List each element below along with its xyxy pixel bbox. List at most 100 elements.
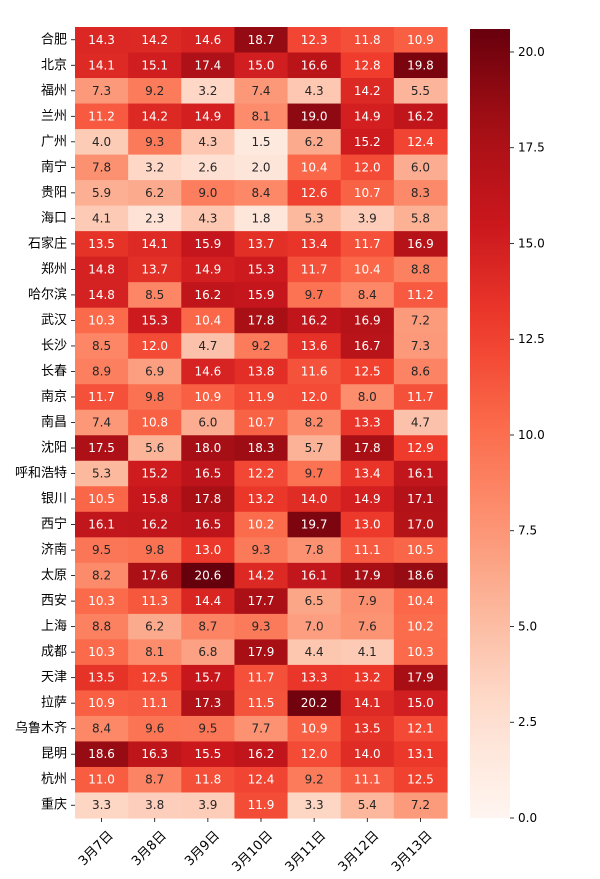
- heatmap-cell: [234, 384, 289, 411]
- cell-value-label: 4.3: [305, 84, 324, 98]
- heatmap-cell: [181, 435, 236, 462]
- cell-value-label: 7.6: [358, 620, 377, 634]
- cell-value-label: 17.4: [195, 58, 222, 72]
- heatmap-cell: [128, 384, 182, 411]
- heatmap-cell: [181, 639, 236, 666]
- cell-value-label: 14.8: [88, 262, 115, 276]
- cell-value-label: 13.2: [248, 492, 275, 506]
- cell-value-label: 10.7: [248, 416, 275, 430]
- cell-value-label: 10.4: [301, 160, 328, 174]
- row-label: 海口: [41, 211, 67, 226]
- colorbar-tick-label: 7.5: [518, 524, 537, 538]
- colorbar-tick-label: 2.5: [518, 715, 537, 729]
- heatmap-cell: [287, 486, 342, 513]
- cell-value-label: 6.2: [305, 135, 324, 149]
- heatmap-cell: [393, 231, 448, 258]
- heatmap-cell: [340, 613, 395, 640]
- heatmap-cell: [234, 562, 289, 589]
- heatmap-cell: [181, 792, 236, 819]
- cell-value-label: 9.2: [305, 773, 324, 787]
- cell-value-label: 16.7: [354, 339, 381, 353]
- cell-value-label: 5.3: [92, 467, 111, 481]
- heatmap-cell: [181, 766, 236, 794]
- column-label: 3月9日: [182, 828, 223, 869]
- heatmap-cell: [287, 792, 342, 819]
- heatmap-cell: [181, 180, 236, 207]
- cell-value-label: 14.1: [88, 58, 115, 72]
- heatmap-cell: [393, 435, 448, 462]
- cell-value-label: 11.6: [301, 364, 328, 378]
- heatmap-cell: [393, 766, 448, 794]
- heatmap-cell: [75, 180, 129, 207]
- cell-value-label: 12.8: [354, 58, 381, 72]
- heatmap-cell: [393, 639, 448, 666]
- heatmap-cell: [287, 537, 342, 564]
- heatmap-cell: [75, 307, 129, 334]
- heatmap-cell: [75, 460, 129, 487]
- heatmap-cell: [181, 154, 236, 181]
- heatmap-cell: [340, 766, 395, 794]
- cell-value-label: 8.4: [358, 288, 377, 302]
- heatmap-cell: [393, 460, 448, 487]
- heatmap-cell: [128, 460, 182, 487]
- cell-value-label: 12.5: [354, 364, 381, 378]
- cell-value-label: 17.1: [407, 492, 434, 506]
- heatmap-cell: [287, 741, 342, 768]
- cell-value-label: 12.2: [248, 467, 275, 481]
- heatmap-cell: [393, 129, 448, 156]
- cell-value-label: 5.6: [145, 441, 164, 455]
- row-label: 上海: [41, 619, 67, 634]
- heatmap-cell: [128, 562, 182, 589]
- heatmap-cell: [128, 52, 182, 79]
- cell-value-label: 19.8: [407, 58, 434, 72]
- heatmap-cell: [181, 27, 236, 54]
- heatmap-cell: [287, 384, 342, 411]
- cell-value-label: 11.1: [141, 696, 168, 710]
- heatmap-cell: [234, 486, 289, 513]
- heatmap-cell: [393, 715, 448, 743]
- heatmap-cell: [234, 52, 289, 79]
- cell-value-label: 17.9: [407, 671, 434, 685]
- heatmap-cell: [393, 486, 448, 513]
- cell-value-label: 18.6: [88, 747, 115, 761]
- heatmap-cell: [340, 205, 395, 232]
- heatmap-cell: [287, 766, 342, 794]
- colorbar-gradient: [470, 29, 510, 818]
- cell-value-label: 12.6: [301, 186, 328, 200]
- cell-value-label: 1.8: [251, 211, 270, 225]
- cell-value-label: 11.7: [88, 390, 115, 404]
- heatmap-cell: [393, 154, 448, 181]
- heatmap-cell: [287, 333, 342, 360]
- heatmap-cell: [287, 664, 342, 692]
- heatmap-cell: [340, 103, 395, 130]
- row-label: 呼和浩特: [15, 466, 67, 481]
- cell-value-label: 5.9: [92, 186, 111, 200]
- heatmap-cell: [181, 231, 236, 258]
- heatmap-cell: [287, 52, 342, 79]
- cell-value-label: 3.3: [92, 798, 111, 812]
- cell-value-label: 14.2: [354, 84, 381, 98]
- heatmap-cell: [287, 282, 342, 309]
- heatmap-cell: [340, 792, 395, 819]
- heatmap-cell: [75, 52, 129, 79]
- row-label: 郑州: [41, 262, 67, 277]
- heatmap-cell: [234, 205, 289, 232]
- cell-value-label: 8.9: [92, 364, 111, 378]
- heatmap-cell: [128, 741, 182, 768]
- cell-value-label: 12.0: [301, 390, 328, 404]
- row-label: 西宁: [41, 516, 67, 532]
- cell-value-label: 13.3: [301, 671, 328, 685]
- cell-value-label: 7.8: [92, 160, 111, 174]
- heatmap-cell: [393, 741, 448, 768]
- heatmap-cell: [128, 409, 182, 436]
- cell-value-label: 11.2: [88, 109, 115, 123]
- heatmap-cell: [181, 690, 236, 717]
- heatmap-cell: [287, 256, 342, 283]
- heatmap-cell: [234, 741, 289, 768]
- cell-value-label: 14.2: [141, 109, 168, 123]
- cell-value-label: 13.8: [248, 364, 275, 378]
- cell-value-label: 17.3: [195, 696, 222, 710]
- heatmap-cell: [340, 537, 395, 564]
- row-label: 太原: [41, 568, 67, 583]
- cell-value-label: 13.4: [354, 467, 381, 481]
